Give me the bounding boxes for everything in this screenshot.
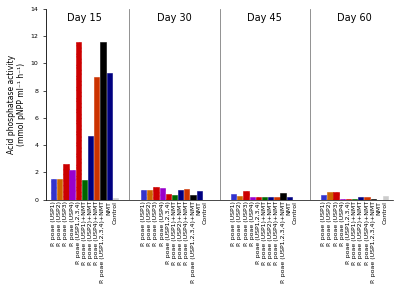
Bar [172, 195, 177, 200]
Bar [274, 197, 280, 200]
Text: Day 45: Day 45 [247, 13, 282, 23]
Bar [370, 199, 376, 200]
Bar [346, 199, 351, 200]
Bar [190, 195, 196, 200]
Bar [287, 197, 292, 200]
Bar [184, 189, 190, 200]
Text: Day 30: Day 30 [157, 13, 192, 23]
Bar [100, 42, 106, 200]
Bar [76, 42, 81, 200]
Bar [160, 188, 165, 200]
Bar [113, 198, 118, 200]
Bar [178, 190, 183, 200]
Bar [237, 196, 242, 200]
Bar [82, 180, 87, 200]
Bar [70, 170, 75, 200]
Bar [383, 196, 388, 200]
Bar [94, 77, 100, 200]
Bar [256, 197, 261, 200]
Text: Day 15: Day 15 [67, 13, 102, 23]
Bar [268, 197, 273, 200]
Bar [141, 190, 146, 200]
Bar [340, 199, 345, 200]
Bar [334, 192, 339, 200]
Bar [280, 193, 286, 200]
Bar [358, 197, 364, 200]
Text: Day 60: Day 60 [337, 13, 372, 23]
Bar [166, 194, 171, 200]
Bar [364, 197, 370, 200]
Bar [262, 197, 267, 200]
Bar [106, 73, 112, 200]
Y-axis label: Acid phosphatase activity
(mmol pNPP ml⁻¹ h⁻¹): Acid phosphatase activity (mmol pNPP ml⁻… [7, 55, 26, 154]
Bar [231, 194, 236, 200]
Bar [352, 199, 357, 200]
Bar [88, 135, 93, 200]
Bar [327, 192, 332, 200]
Bar [57, 179, 62, 200]
Bar [244, 191, 249, 200]
Bar [321, 195, 326, 200]
Bar [250, 197, 255, 200]
Bar [63, 164, 68, 200]
Bar [153, 187, 158, 200]
Bar [51, 179, 56, 200]
Bar [197, 191, 202, 200]
Bar [147, 190, 152, 200]
